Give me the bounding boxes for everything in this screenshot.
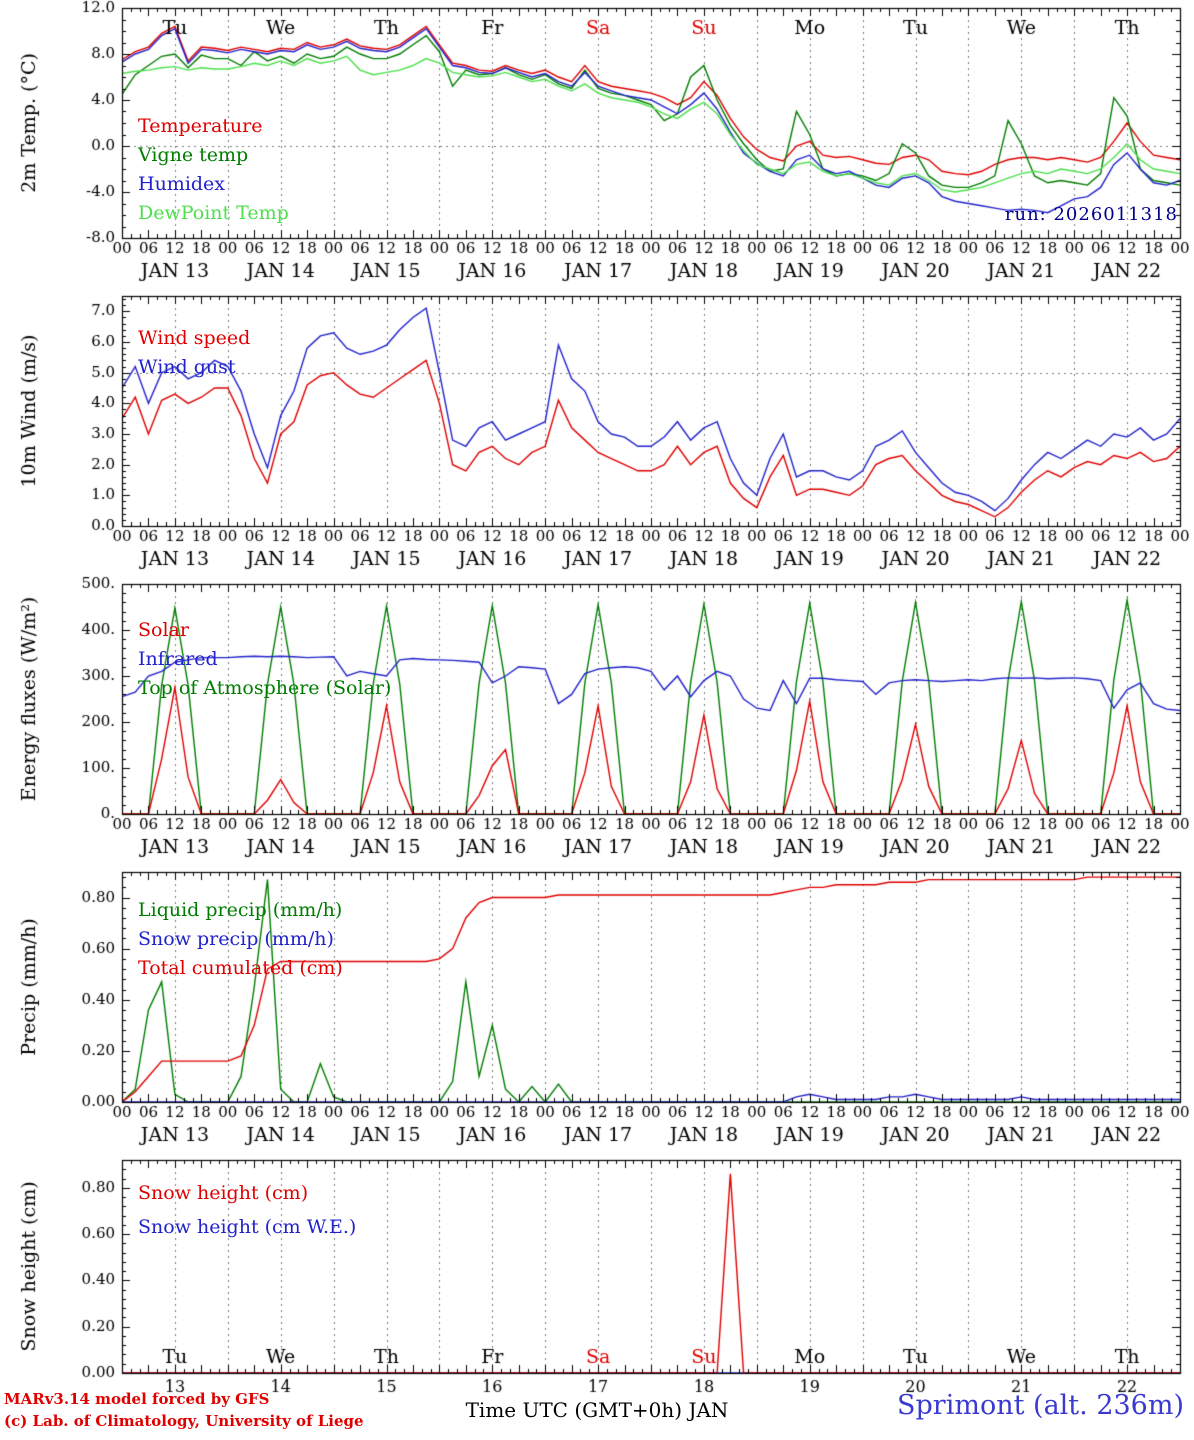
temperature-panel: Temperature Vigne temp Humidex DewPoint … [0, 0, 1194, 288]
temperature-legend: Temperature Vigne temp Humidex DewPoint … [138, 112, 289, 228]
legend-humidex: Humidex [138, 173, 226, 195]
legend-temperature: Temperature [138, 115, 263, 137]
precip-chart-canvas [0, 864, 1194, 1152]
temperature-chart-canvas [0, 0, 1194, 288]
precip-legend: Liquid precip (mm/h) Snow precip (mm/h) … [138, 896, 343, 983]
energy-flux-panel: Solar Infrared Top of Atmosphere (Solar) [0, 576, 1194, 864]
run-label: run: 2026011318 [1004, 204, 1178, 225]
legend-wind-speed: Wind speed [138, 327, 251, 349]
snow-height-chart-canvas [0, 1152, 1194, 1408]
station-label: Sprimont (alt. 236m) [897, 1390, 1184, 1421]
model-credit: MARv3.14 model forced by GFS (c) Lab. of… [4, 1388, 364, 1432]
model-credit-line2: (c) Lab. of Climatology, University of L… [4, 1412, 364, 1430]
legend-snow-height-we: Snow height (cm W.E.) [138, 1216, 357, 1238]
legend-wind-gust: Wind gust [138, 356, 236, 378]
legend-total-cumulated: Total cumulated (cm) [138, 957, 343, 979]
snow-height-panel: Snow height (cm) Snow height (cm W.E.) [0, 1152, 1194, 1408]
legend-dewpoint: DewPoint Temp [138, 202, 289, 224]
wind-panel: Wind speed Wind gust [0, 288, 1194, 576]
footer: MARv3.14 model forced by GFS (c) Lab. of… [0, 1386, 1194, 1440]
legend-liquid-precip: Liquid precip (mm/h) [138, 899, 343, 921]
legend-snow-height: Snow height (cm) [138, 1182, 309, 1204]
wind-legend: Wind speed Wind gust [138, 324, 250, 382]
energy-flux-chart-canvas [0, 576, 1194, 864]
model-credit-line1: MARv3.14 model forced by GFS [4, 1390, 270, 1408]
legend-snow-precip: Snow precip (mm/h) [138, 928, 334, 950]
legend-solar: Solar [138, 619, 189, 641]
time-axis-label: Time UTC (GMT+0h) JAN [465, 1398, 729, 1422]
snow-height-legend: Snow height (cm) Snow height (cm W.E.) [138, 1176, 356, 1244]
legend-infrared: Infrared [138, 648, 218, 670]
precip-panel: Liquid precip (mm/h) Snow precip (mm/h) … [0, 864, 1194, 1152]
legend-toa-solar: Top of Atmosphere (Solar) [138, 677, 392, 699]
legend-vigne-temp: Vigne temp [138, 144, 249, 166]
wind-chart-canvas [0, 288, 1194, 576]
energy-flux-legend: Solar Infrared Top of Atmosphere (Solar) [138, 616, 391, 703]
